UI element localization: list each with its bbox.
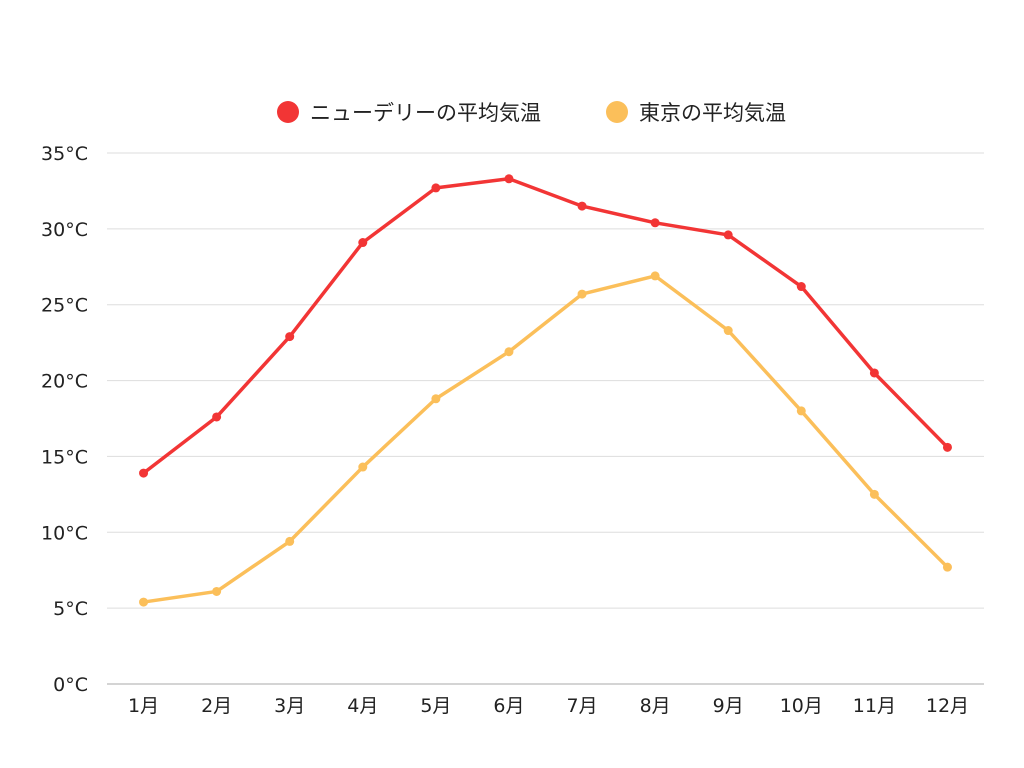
series-line xyxy=(141,177,950,475)
y-tick-label: 5°C xyxy=(53,598,88,620)
data-point[interactable] xyxy=(504,174,514,184)
y-tick-label: 25°C xyxy=(41,295,88,317)
y-axis: 0°C 5°C 10°C 15°C 20°C 25°C 30°C 35°C xyxy=(41,143,88,696)
y-tick-label: 35°C xyxy=(41,143,88,165)
grid-lines xyxy=(107,152,984,609)
legend-item[interactable]: ニューデリーの平均気温 xyxy=(277,101,541,125)
series-line xyxy=(141,274,950,604)
data-point[interactable] xyxy=(942,562,952,572)
series-0 xyxy=(139,174,952,478)
x-tick-label: 7月 xyxy=(566,695,597,717)
data-point[interactable] xyxy=(504,347,514,357)
x-tick-label: 9月 xyxy=(713,695,744,717)
x-tick-label: 5月 xyxy=(420,695,451,717)
data-point[interactable] xyxy=(139,468,149,478)
data-point[interactable] xyxy=(796,282,806,292)
legend-label: ニューデリーの平均気温 xyxy=(310,101,541,125)
series-layer xyxy=(139,174,952,607)
legend-item[interactable]: 東京の平均気温 xyxy=(606,101,786,125)
data-point[interactable] xyxy=(212,412,222,422)
x-tick-label: 3月 xyxy=(274,695,305,717)
legend-label: 東京の平均気温 xyxy=(639,101,786,125)
legend-marker xyxy=(277,101,299,123)
data-point[interactable] xyxy=(285,536,295,546)
series-1 xyxy=(139,271,952,607)
x-tick-label: 6月 xyxy=(493,695,524,717)
x-tick-label: 12月 xyxy=(926,695,969,717)
data-point[interactable] xyxy=(650,271,660,281)
data-point[interactable] xyxy=(723,230,733,240)
data-point[interactable] xyxy=(139,597,149,607)
data-point[interactable] xyxy=(796,406,806,416)
x-tick-label: 8月 xyxy=(640,695,671,717)
x-tick-label: 11月 xyxy=(853,695,896,717)
data-point[interactable] xyxy=(577,289,587,299)
data-point[interactable] xyxy=(942,442,952,452)
data-point[interactable] xyxy=(212,586,222,596)
data-point[interactable] xyxy=(869,489,879,499)
y-tick-label: 0°C xyxy=(53,674,88,696)
x-axis: 1月 2月 3月 4月 5月 6月 7月 8月 9月 10月 11月 12月 xyxy=(107,683,984,717)
data-point[interactable] xyxy=(869,368,879,378)
y-tick-label: 15°C xyxy=(41,446,88,468)
legend: ニューデリーの平均気温 東京の平均気温 xyxy=(277,101,786,125)
data-point[interactable] xyxy=(431,394,441,404)
data-point[interactable] xyxy=(431,183,441,193)
y-tick-label: 20°C xyxy=(41,371,88,393)
data-point[interactable] xyxy=(650,218,660,228)
data-point[interactable] xyxy=(723,326,733,336)
x-tick-label: 2月 xyxy=(201,695,232,717)
y-tick-label: 30°C xyxy=(41,219,88,241)
y-tick-label: 10°C xyxy=(41,522,88,544)
legend-marker xyxy=(606,101,628,123)
x-tick-label: 4月 xyxy=(347,695,378,717)
x-tick-label: 1月 xyxy=(128,695,159,717)
data-point[interactable] xyxy=(577,201,587,211)
data-point[interactable] xyxy=(358,462,368,472)
data-point[interactable] xyxy=(358,238,368,248)
x-tick-label: 10月 xyxy=(780,695,823,717)
data-point[interactable] xyxy=(285,332,295,342)
